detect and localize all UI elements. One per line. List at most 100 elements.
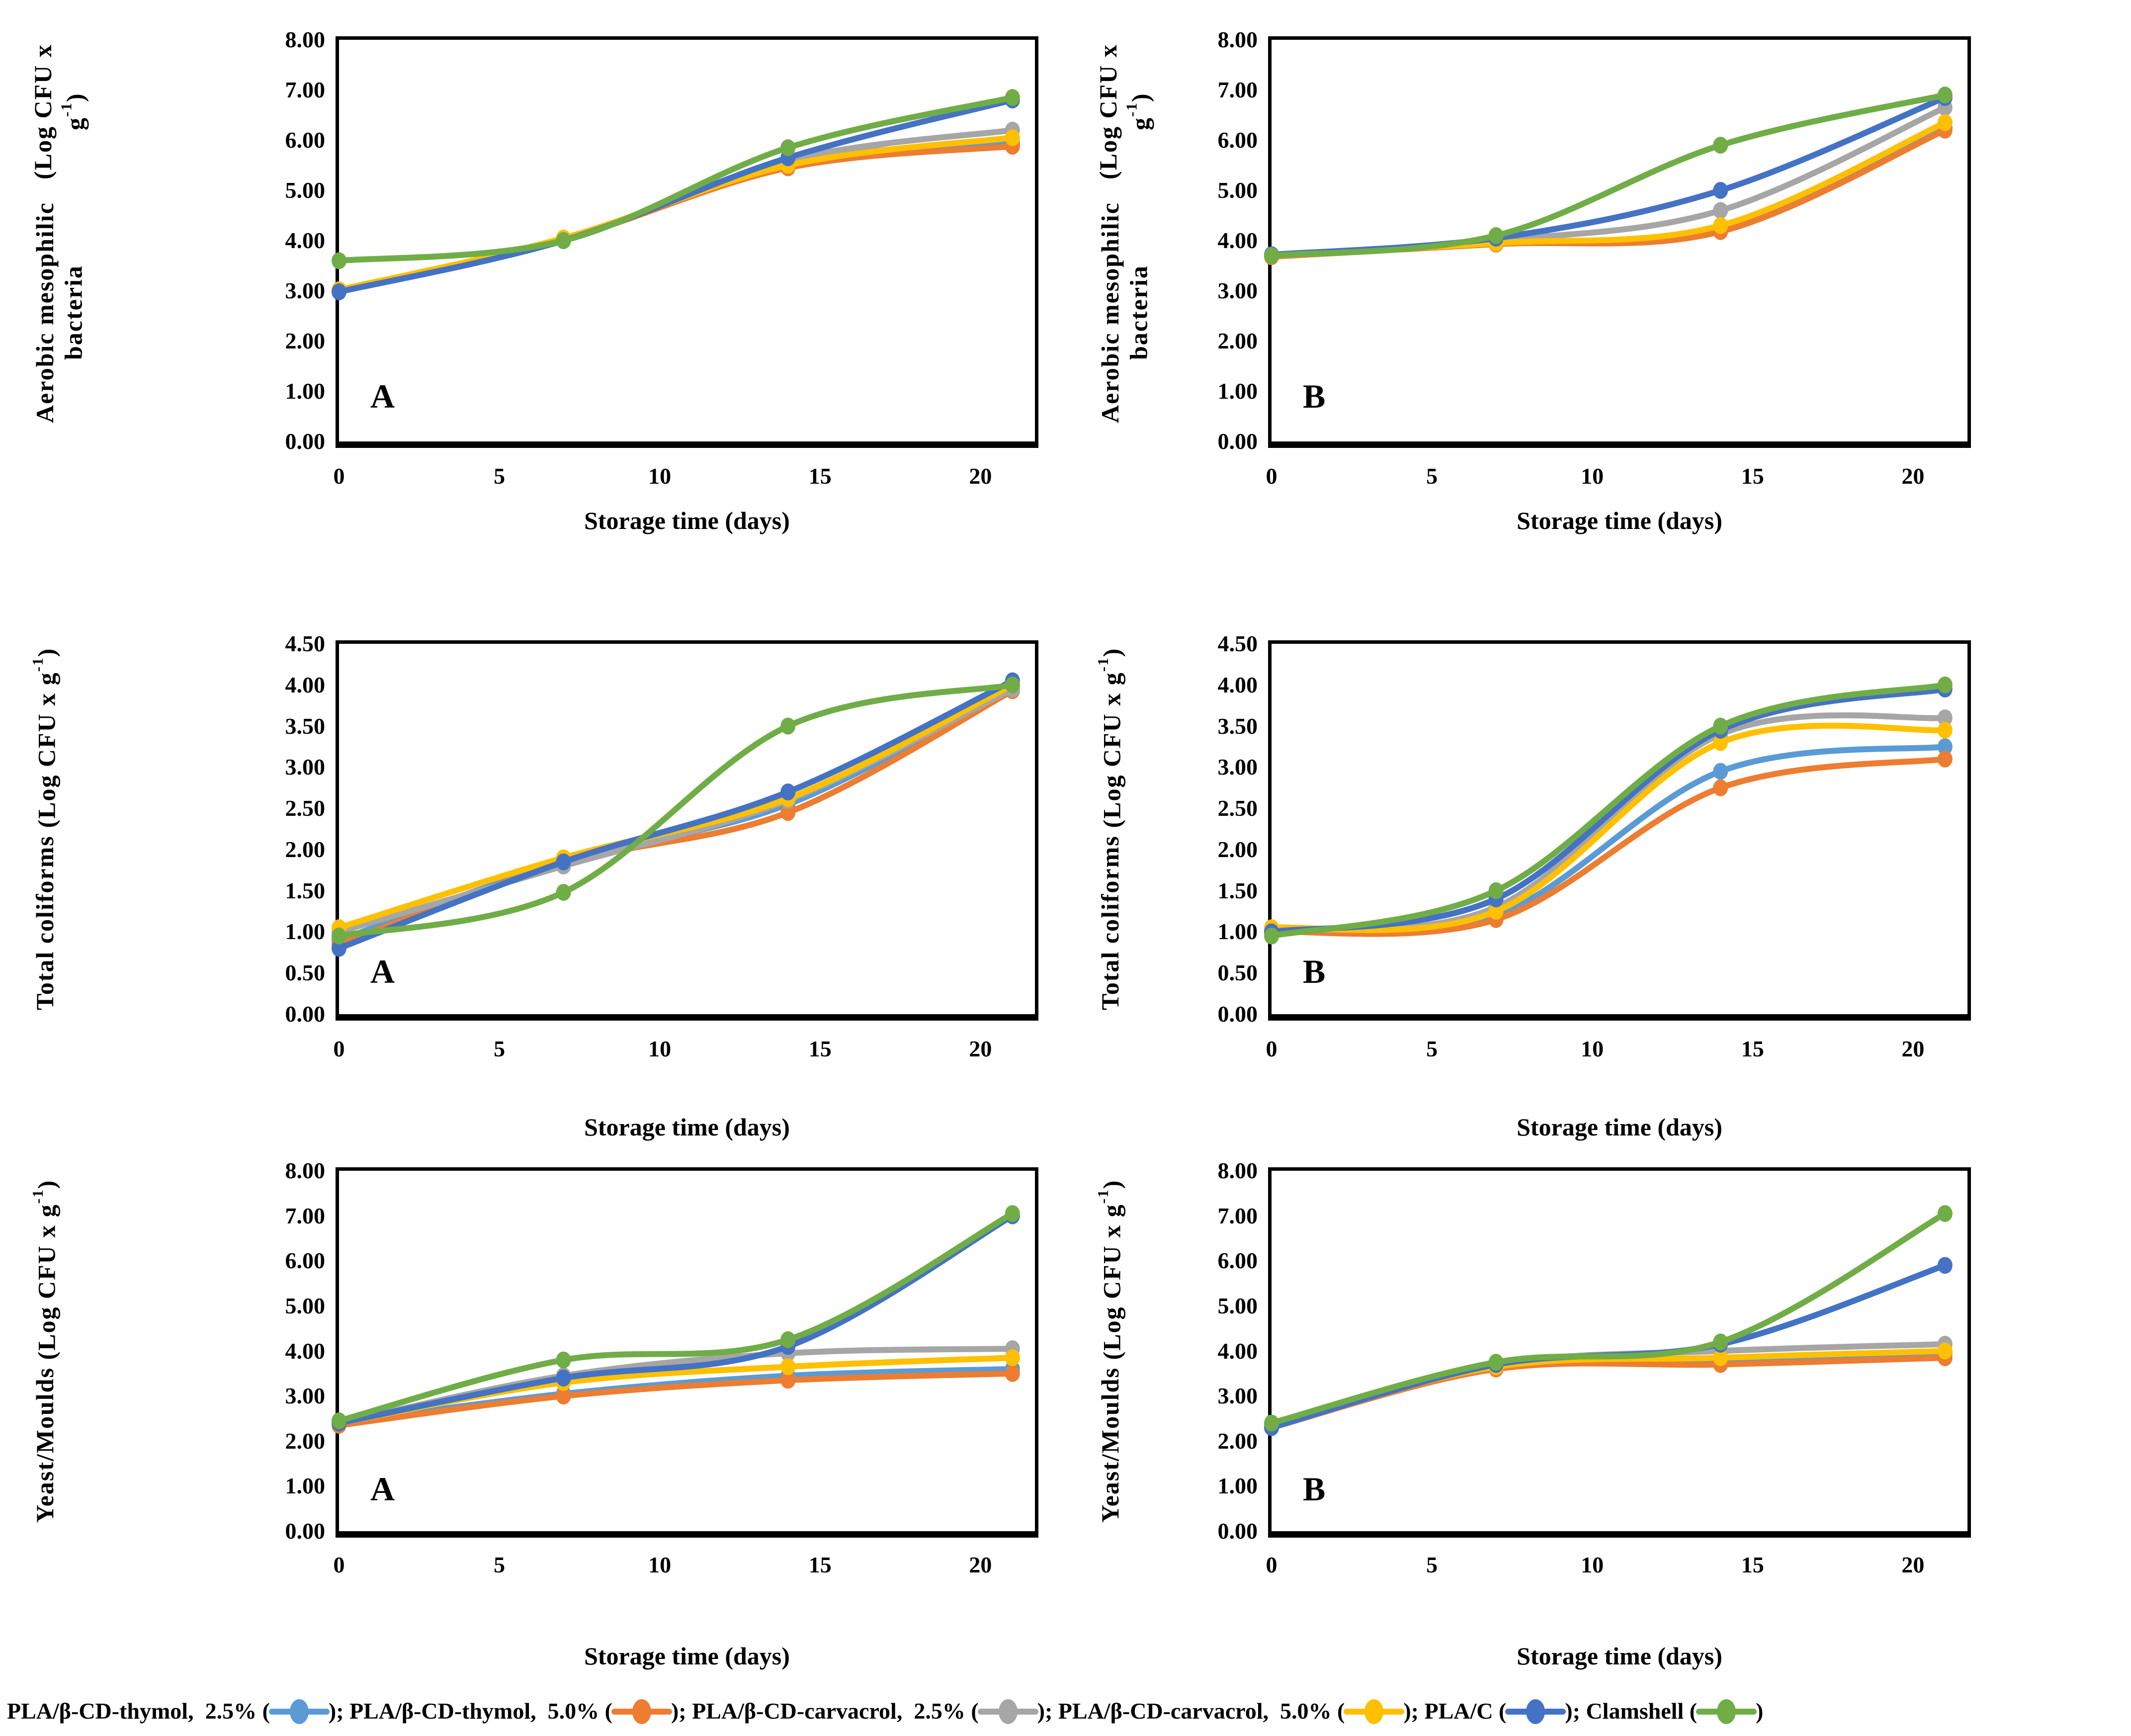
legend-separator: ); [1403, 1698, 1425, 1724]
series-line-clamshell [1269, 92, 1948, 259]
series-canvas [1264, 676, 1953, 945]
x-tick-label: 5 [1426, 463, 1438, 489]
data-point-marker-pla_c [332, 940, 346, 957]
data-point-marker-clamshell [1488, 227, 1504, 244]
series-line-thymol_50 [336, 1370, 1016, 1429]
series-marker-clamshell-icon [1696, 1697, 1757, 1726]
y-tick-label: 0.00 [1217, 429, 1258, 454]
data-point-marker-carvacrol_25 [1937, 709, 1953, 726]
charts-grid: Aerobic mesophilic bacteria (Log CFU x g… [29, 0, 2131, 1685]
y-tick-label: 3.00 [285, 278, 326, 303]
panel-label: A [370, 377, 395, 416]
data-point-marker-clamshell [780, 717, 796, 735]
x-tick-label: 10 [1581, 1036, 1604, 1061]
y-tick-label: 1.50 [1217, 877, 1258, 903]
y-tick-label: 8.00 [1217, 1158, 1258, 1183]
series-marker-carvacrol-2-5-icon [977, 1697, 1038, 1726]
x-tick-label: 0 [333, 463, 345, 489]
data-point-marker-clamshell [1713, 137, 1728, 154]
series-line-carvacrol_50 [336, 134, 1016, 293]
data-point-marker-carvacrol_50 [1713, 1349, 1728, 1367]
y-tick-label: 7.00 [1217, 77, 1258, 102]
x-tick-label: 10 [648, 1036, 672, 1061]
y-tick-label: 7.00 [285, 77, 326, 102]
legend-dot [289, 1699, 309, 1724]
y-tick-label: 5.00 [1217, 1293, 1258, 1318]
x-tick-label: 0 [333, 1036, 345, 1061]
series-line-clamshell [1269, 682, 1948, 939]
x-tick-label: 15 [1741, 463, 1764, 489]
y-tick-label: 2.00 [1217, 836, 1258, 862]
y-tick-label: 1.00 [1217, 1473, 1258, 1499]
y-tick-label: 3.00 [1217, 1383, 1258, 1409]
series-canvas [332, 89, 1020, 301]
series-line-thymol_25 [1269, 743, 1948, 936]
data-point-marker-thymol_25 [1713, 763, 1728, 780]
data-point-marker-pla_c [780, 783, 796, 800]
data-point-marker-carvacrol_50 [1713, 217, 1728, 234]
data-point-marker-carvacrol_50 [1005, 1349, 1020, 1367]
x-axis-title: Storage time (days) [1517, 507, 1722, 534]
series-marker-thymol-2-5-icon [268, 1697, 330, 1726]
legend-item: Clamshell () [1586, 1696, 1763, 1725]
data-point-marker-clamshell [1937, 87, 1953, 104]
data-point-marker-thymol_25 [1937, 738, 1953, 755]
x-tick-label: 20 [1901, 1552, 1925, 1577]
y-tick-label: 7.00 [285, 1203, 326, 1228]
x-tick-label: 20 [969, 1552, 992, 1577]
data-point-marker-clamshell [556, 1351, 571, 1369]
y-tick-label: 1.50 [285, 877, 326, 903]
data-point-marker-clamshell [1937, 1205, 1953, 1222]
legend-dot [1717, 1699, 1736, 1724]
x-tick-label: 5 [1426, 1036, 1438, 1061]
data-point-marker-clamshell [1264, 927, 1279, 945]
data-point-marker-carvacrol_50 [1937, 721, 1953, 739]
x-tick-label: 20 [1901, 463, 1925, 489]
panel-label: B [1303, 952, 1326, 990]
y-tick-label: 2.50 [1217, 795, 1258, 821]
data-point-marker-clamshell [332, 252, 346, 269]
data-point-marker-carvacrol_50 [1937, 1342, 1953, 1360]
series-canvas [332, 1205, 1020, 1434]
x-tick-label: 0 [1266, 1036, 1278, 1061]
legend-label: PLA/C ( [1424, 1698, 1507, 1724]
y-tick-label: 7.00 [1217, 1203, 1258, 1228]
series-canvas [1264, 87, 1953, 265]
chart-panel-coliforms-b: Total coliforms (Log CFU x g-1) 0.00 0.50… [1065, 579, 2131, 1157]
figure-legend: PLA/β-CD-thymol, 2.5% (); PLA/β-CD-thymo… [7, 1685, 2131, 1736]
series-marker-pla-c-icon [1505, 1697, 1566, 1726]
x-tick-label: 10 [1581, 1552, 1604, 1577]
data-point-marker-carvacrol_50 [1937, 114, 1953, 131]
y-tick-label: 3.00 [1217, 754, 1258, 780]
y-tick-label: 1.00 [1217, 919, 1258, 945]
x-tick-label: 20 [969, 463, 992, 489]
data-point-marker-clamshell [780, 139, 796, 157]
legend-label: PLA/β-CD-carvacrol, 2.5% ( [692, 1698, 979, 1724]
data-point-marker-clamshell [1005, 89, 1020, 106]
panel-label: A [370, 1470, 395, 1508]
panel-label: B [1303, 1470, 1326, 1508]
data-point-marker-clamshell [1488, 1354, 1504, 1371]
legend-separator: ); [328, 1698, 350, 1724]
y-tick-label: 4.50 [285, 631, 326, 656]
y-tick-label: 5.00 [1217, 177, 1258, 203]
y-tick-label: 6.00 [285, 1248, 326, 1274]
legend-separator: ); [1037, 1698, 1058, 1724]
x-tick-label: 15 [808, 463, 832, 489]
x-tick-label: 15 [808, 1552, 832, 1577]
series-line-clamshell [1269, 1211, 1948, 1426]
data-point-marker-clamshell [1005, 1205, 1020, 1222]
legend-separator: ) [1756, 1698, 1764, 1724]
data-point-marker-thymol_50 [780, 804, 796, 821]
chart-panel-aerobic-b: Aerobic mesophilic bacteria (Log CFU x g… [1065, 0, 2131, 579]
legend-item: PLA/β-CD-carvacrol, 5.0% (); [1058, 1696, 1425, 1725]
y-tick-label: 0.50 [285, 960, 326, 986]
y-tick-label: 3.50 [1217, 713, 1258, 739]
data-point-marker-pla_c [556, 853, 571, 870]
x-tick-label: 10 [648, 463, 672, 489]
data-point-marker-thymol_50 [1937, 750, 1953, 768]
chart-panel-yeast-b: Yeast/Moulds (Log CFU x g-1) 0.00 1.00 2.0… [1065, 1157, 2131, 1685]
series-line-pla_c [336, 678, 1016, 952]
y-tick-label: 8.00 [285, 27, 326, 52]
y-tick-label: 3.00 [285, 1383, 326, 1409]
